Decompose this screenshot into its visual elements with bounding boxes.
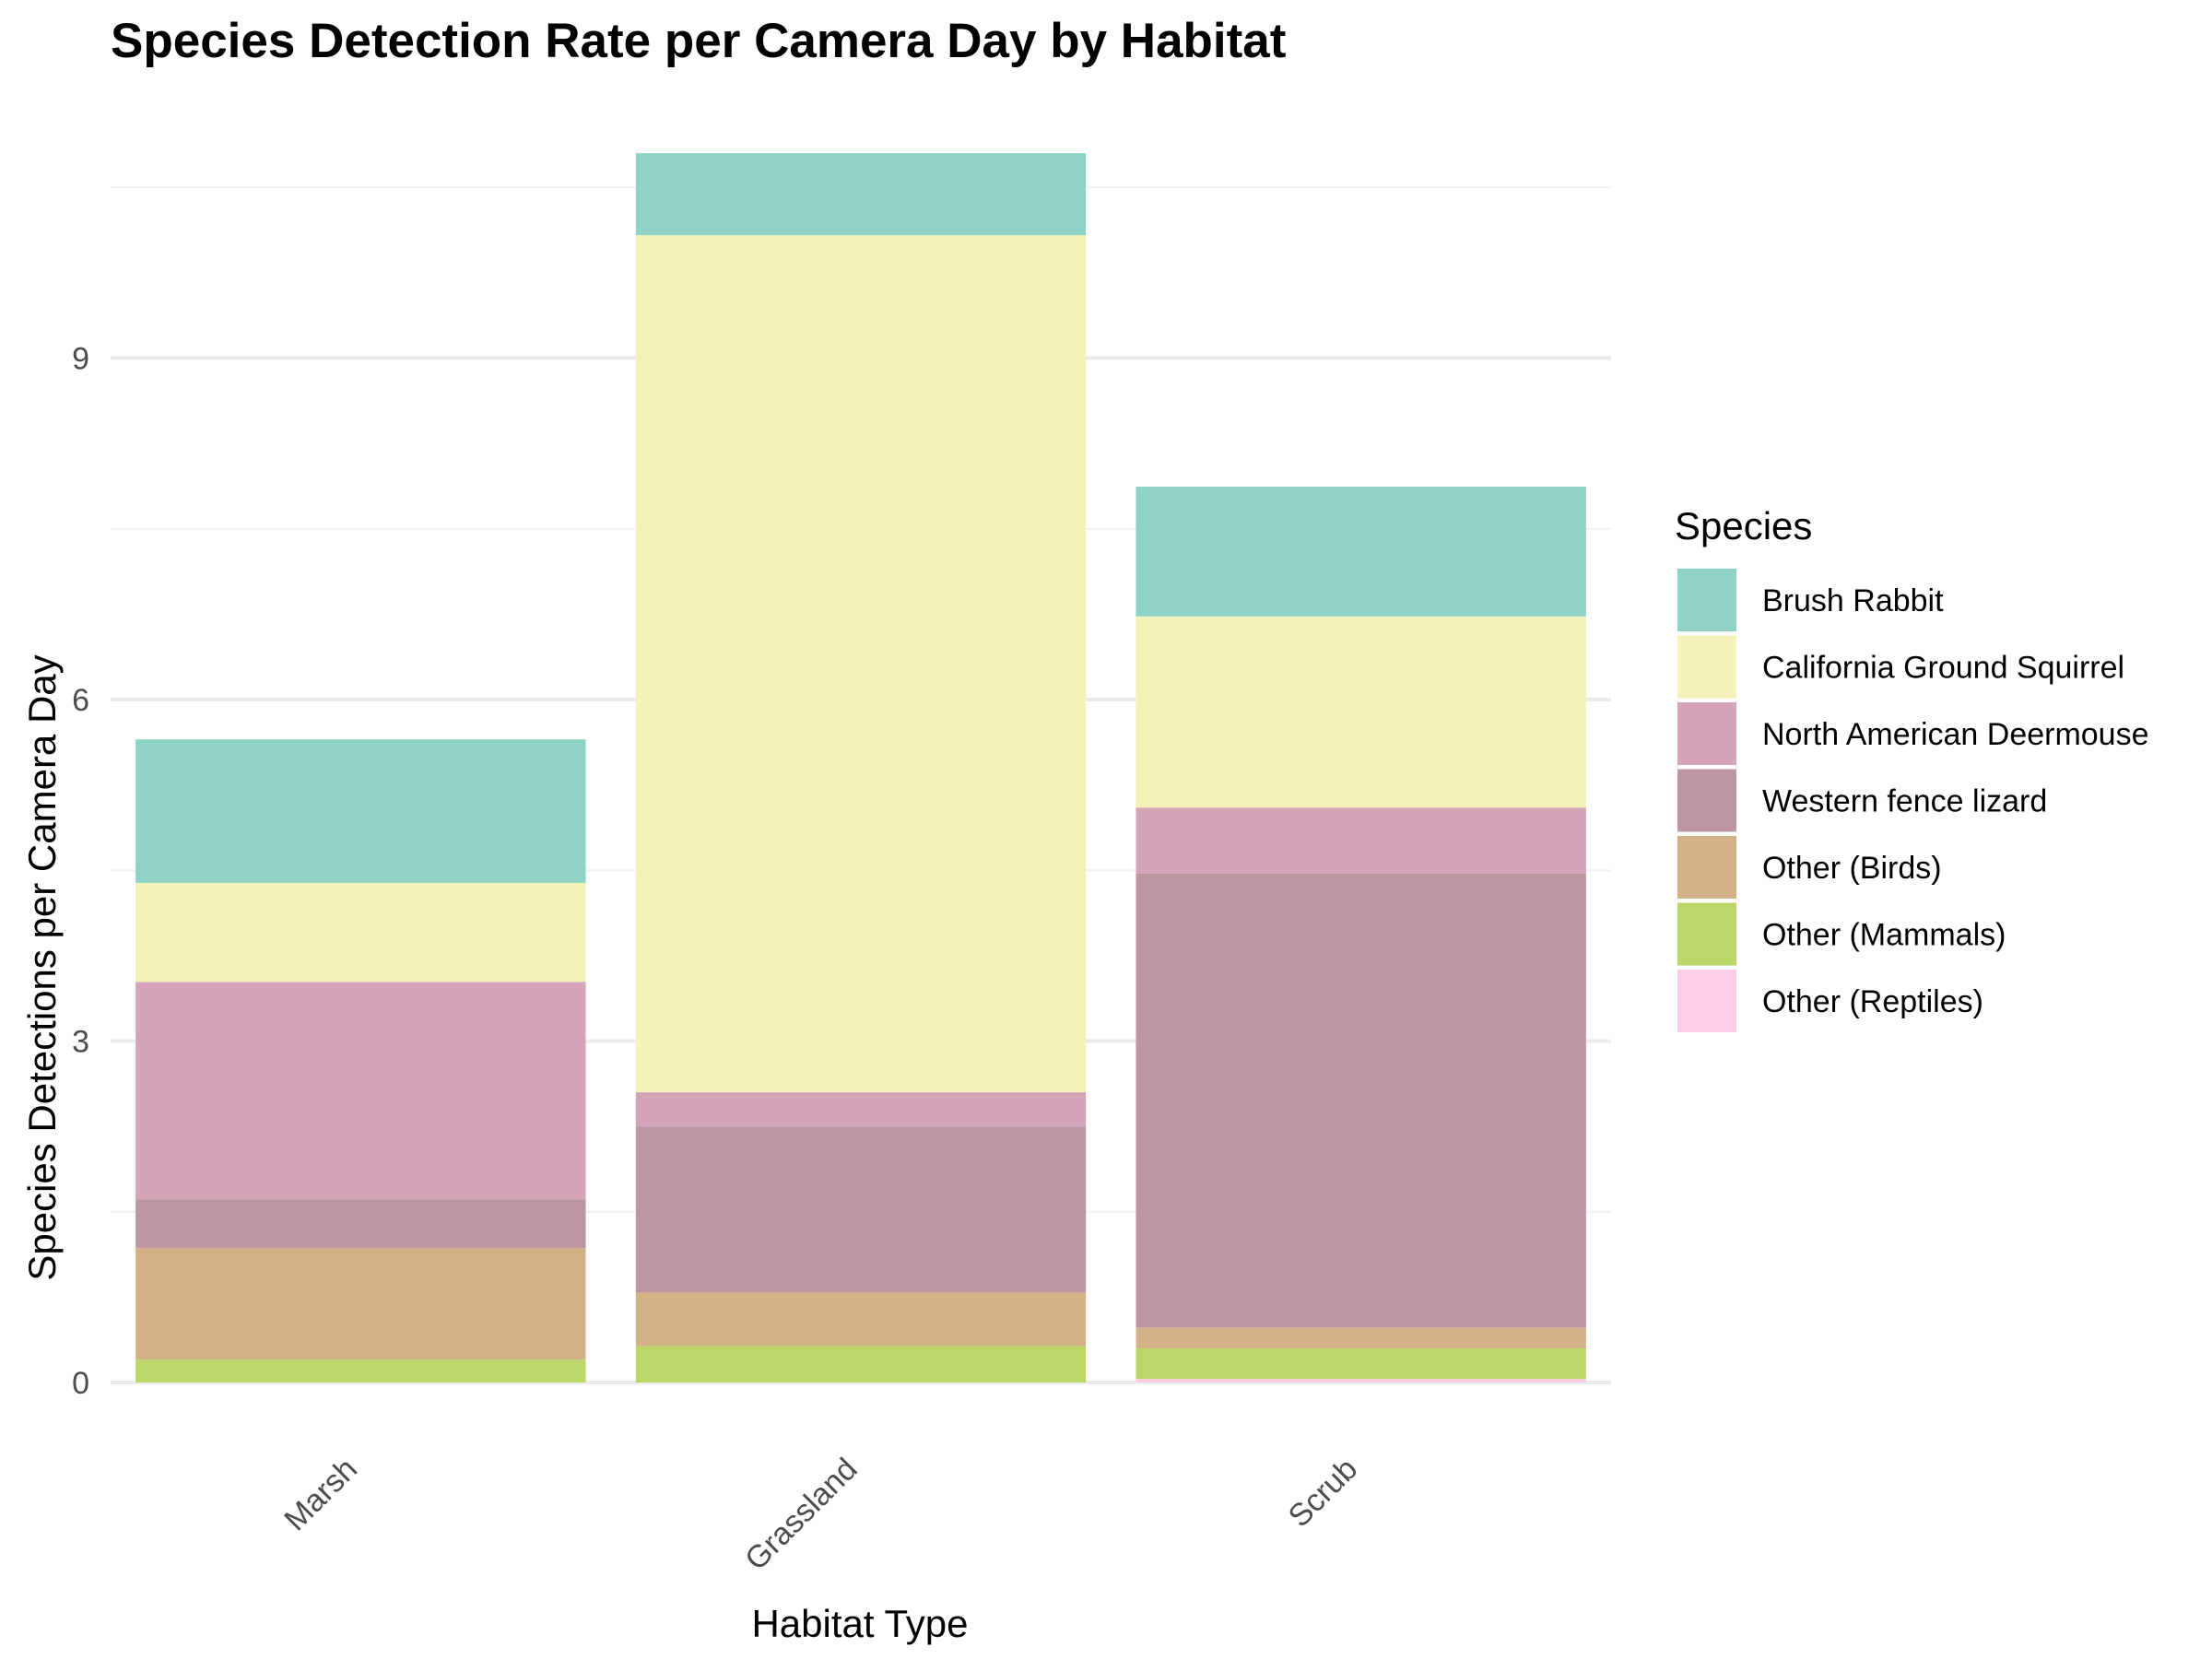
bar-segment-marsh-north-american-deermouse (135, 982, 586, 1200)
x-tick-label: Marsh (277, 1452, 364, 1538)
bar-segment-marsh-other-mammals (135, 1359, 586, 1382)
x-axis-ticks: Marsh Grassland Scrub (277, 1452, 1364, 1577)
legend-label: Western fence lizard (1762, 784, 2047, 819)
bar-segment-grassland-other-birds (635, 1292, 1087, 1347)
legend-swatch (1677, 836, 1736, 899)
legend-swatch (1677, 702, 1736, 765)
bar-segment-scrub-north-american-deermouse (1135, 807, 1586, 874)
bar-segment-grassland-western-fence-lizard (635, 1126, 1087, 1293)
y-tick-label: 9 (72, 342, 89, 377)
y-axis-title: Species Detections per Camera Day (20, 654, 64, 1280)
legend-label: North American Deermouse (1762, 717, 2149, 752)
legend-items: Brush Rabbit California Ground Squirrel No… (1677, 569, 2149, 1032)
y-tick-label: 0 (72, 1366, 89, 1401)
bar-segment-grassland-other-mammals (635, 1346, 1087, 1382)
bar-segment-grassland-north-american-deermouse (635, 1092, 1087, 1127)
legend-label: Brush Rabbit (1762, 583, 1944, 618)
x-tick-label: Grassland (738, 1452, 864, 1577)
y-tick-label: 6 (72, 683, 89, 718)
bar-segment-marsh-other-birds (135, 1248, 586, 1360)
y-tick-label: 3 (72, 1025, 89, 1060)
legend-label: California Ground Squirrel (1762, 651, 2124, 686)
legend-label: Other (Mammals) (1762, 918, 2006, 953)
bar-segment-scrub-other-reptiles (1135, 1379, 1586, 1382)
bar-segment-marsh-brush-rabbit (135, 739, 586, 883)
y-axis-ticks: 0 3 6 9 (72, 342, 89, 1402)
legend-label: Other (Birds) (1762, 851, 1942, 886)
legend-swatch (1677, 635, 1736, 699)
legend-title: Species (1675, 504, 1812, 547)
chart-title: Species Detection Rate per Camera Day by… (111, 14, 1286, 68)
bar-segment-scrub-western-fence-lizard (1135, 873, 1586, 1328)
bars-layer (135, 153, 1586, 1382)
legend-swatch (1677, 569, 1736, 631)
legend-swatch (1677, 902, 1736, 966)
legend: Species Brush Rabbit California Ground Sq… (1675, 504, 2149, 1032)
bar-segment-marsh-western-fence-lizard (135, 1199, 586, 1249)
legend-swatch (1677, 769, 1736, 832)
bar-segment-marsh-california-ground-squirrel (135, 882, 586, 982)
bar-segment-grassland-brush-rabbit (635, 153, 1087, 236)
x-tick-label: Scrub (1282, 1452, 1365, 1535)
bar-segment-scrub-brush-rabbit (1135, 487, 1586, 617)
bar-segment-scrub-california-ground-squirrel (1135, 616, 1586, 808)
legend-label: Other (Reptiles) (1762, 984, 1983, 1019)
legend-swatch (1677, 970, 1736, 1032)
bar-segment-grassland-california-ground-squirrel (635, 235, 1087, 1093)
bar-segment-scrub-other-mammals (1135, 1347, 1586, 1380)
bar-segment-scrub-other-birds (1135, 1327, 1586, 1348)
x-axis-title: Habitat Type (751, 1602, 968, 1645)
